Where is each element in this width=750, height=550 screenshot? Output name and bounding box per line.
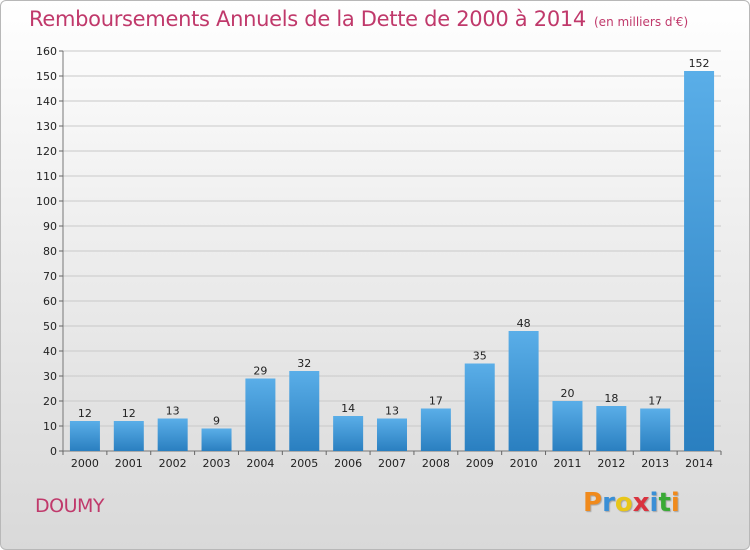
data-label: 29: [253, 365, 267, 378]
logo-letter: i: [670, 488, 680, 518]
bar: [289, 371, 320, 451]
y-tick-label: 60: [43, 295, 57, 308]
bar: [684, 71, 715, 451]
x-axis: 2000 2001 2002 2003 2004 2005 2006 2007 2008 2009…: [62, 451, 722, 470]
x-tick-label: 2006: [334, 457, 362, 470]
data-label: 18: [604, 392, 618, 405]
y-tick-label: 130: [36, 120, 57, 133]
x-tick-label: 2008: [422, 457, 450, 470]
y-tick-label: 160: [36, 45, 57, 58]
bar: [333, 416, 364, 451]
data-label: 48: [517, 317, 531, 330]
data-label: 12: [122, 407, 136, 420]
x-tick-label: 2013: [641, 457, 669, 470]
x-tick-label: 2014: [685, 457, 713, 470]
x-tick-label: 2005: [290, 457, 318, 470]
y-axis: 0 10 20 30 40 50 60 70 80 90 100 110 120 130 140 150 160: [36, 45, 63, 458]
bars: [69, 71, 715, 451]
x-tick-label: 2012: [597, 457, 625, 470]
data-label: 13: [385, 405, 399, 418]
y-tick-label: 120: [36, 145, 57, 158]
data-label: 20: [560, 387, 574, 400]
x-tick-label: 2004: [246, 457, 274, 470]
y-tick-label: 110: [36, 170, 57, 183]
y-tick-label: 150: [36, 70, 57, 83]
chart-subtitle: (en milliers d'€): [594, 15, 689, 29]
data-label: 17: [429, 395, 443, 408]
bar: [596, 406, 627, 451]
bar: [69, 421, 100, 451]
bar: [157, 418, 188, 451]
logo-letter: r: [602, 488, 615, 518]
data-label: 9: [213, 415, 220, 428]
data-label: 32: [297, 357, 311, 370]
x-tick-label: 2000: [71, 457, 99, 470]
logo-letter: x: [632, 488, 650, 518]
data-label: 35: [473, 350, 487, 363]
y-tick-label: 80: [43, 245, 57, 258]
x-tick-label: 2002: [159, 457, 187, 470]
data-labels: 12 12 13 9 29 32 14 13 17 35 48 20 18 17 152: [78, 57, 710, 428]
y-tick-label: 20: [43, 395, 57, 408]
x-tick-label: 2003: [203, 457, 231, 470]
bar: [245, 378, 276, 451]
gridlines: [63, 50, 721, 452]
y-tick-label: 140: [36, 95, 57, 108]
y-tick-label: 0: [50, 445, 57, 458]
chart-title-text: Remboursements Annuels de la Dette de 20…: [29, 7, 586, 31]
x-tick-label: 2009: [466, 457, 494, 470]
bar: [377, 418, 407, 451]
bar: [420, 408, 451, 451]
data-label: 13: [166, 405, 180, 418]
x-tick-label: 2001: [115, 457, 143, 470]
y-tick-label: 70: [43, 270, 57, 283]
logo-letter: t: [658, 488, 671, 518]
bar: [464, 363, 495, 451]
data-label: 14: [341, 402, 355, 415]
x-tick-label: 2011: [553, 457, 581, 470]
proxiti-logo: Proxiti: [583, 488, 680, 518]
bar: [113, 421, 144, 451]
y-tick-label: 50: [43, 320, 57, 333]
y-tick-label: 30: [43, 370, 57, 383]
x-tick-label: 2007: [378, 457, 406, 470]
logo-letter: P: [583, 488, 603, 518]
x-tick-label: 2010: [510, 457, 538, 470]
commune-name: DOUMY: [35, 495, 105, 517]
logo-letter: o: [614, 488, 633, 518]
y-tick-label: 100: [36, 195, 57, 208]
data-label: 17: [648, 395, 662, 408]
bar: [640, 408, 671, 451]
y-tick-label: 90: [43, 220, 57, 233]
data-label: 12: [78, 407, 92, 420]
bar: [201, 428, 232, 451]
y-tick-label: 10: [43, 420, 57, 433]
y-tick-label: 40: [43, 345, 57, 358]
data-label: 152: [689, 57, 710, 70]
chart-title: Remboursements Annuels de la Dette de 20…: [29, 7, 688, 31]
bar: [552, 401, 583, 451]
logo-letter: i: [649, 488, 659, 518]
bar: [508, 331, 539, 451]
